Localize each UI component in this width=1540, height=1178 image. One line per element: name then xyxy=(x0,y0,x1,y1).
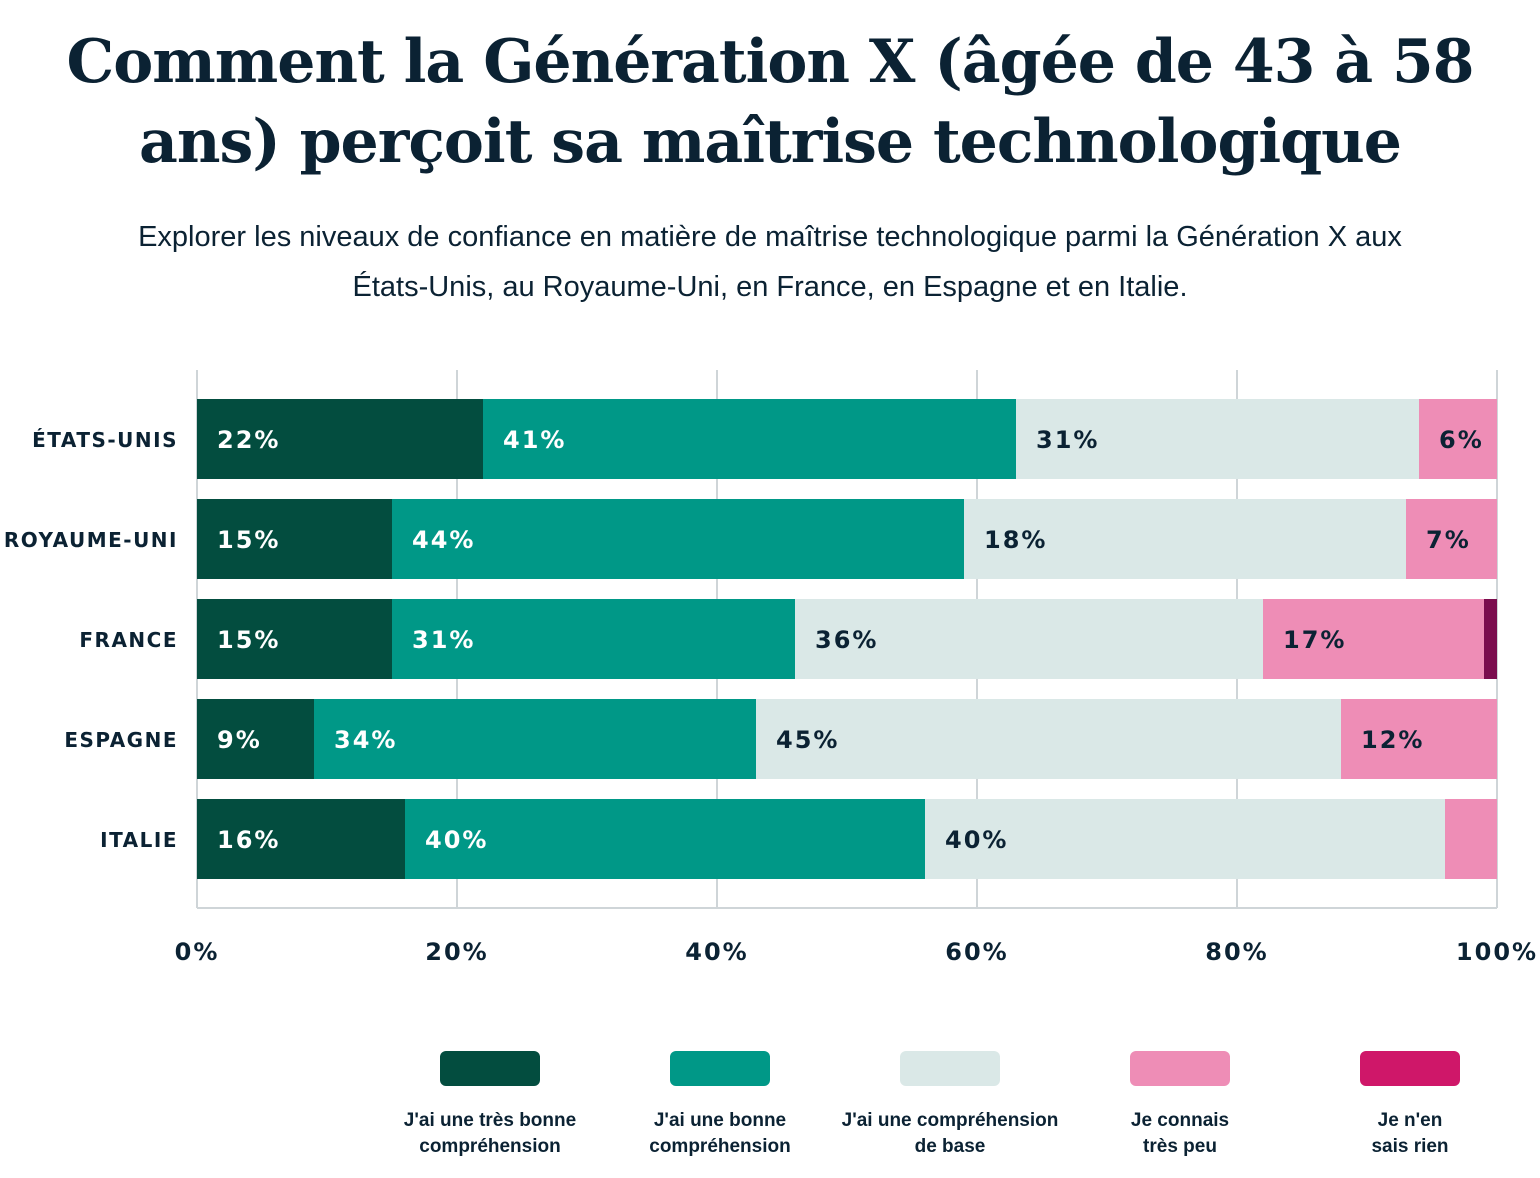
legend-swatch xyxy=(670,1051,770,1086)
x-tick-label: 0% xyxy=(175,938,220,966)
data-label: 41% xyxy=(503,426,566,454)
x-tick-label: 80% xyxy=(1205,938,1268,966)
bar-segment xyxy=(197,499,392,579)
bar-segment xyxy=(483,399,1016,479)
legend-label: compréhension xyxy=(649,1136,790,1157)
bar-segment xyxy=(756,699,1341,779)
bar-segment xyxy=(1341,699,1497,779)
bar-segment xyxy=(1263,599,1484,679)
bar-segment xyxy=(925,799,1445,879)
legend-label: J'ai une compréhension xyxy=(842,1110,1059,1131)
data-label: 9% xyxy=(217,726,262,754)
legend-label: J'ai une très bonne xyxy=(404,1110,576,1131)
data-label: 15% xyxy=(217,526,280,554)
bar-segment xyxy=(1445,799,1497,879)
category-label: FRANCE xyxy=(79,628,178,652)
data-label: 16% xyxy=(217,826,280,854)
data-label: 31% xyxy=(412,626,475,654)
legend-label: compréhension xyxy=(419,1136,560,1157)
legend-label: Je n'en xyxy=(1378,1110,1443,1131)
x-tick-label: 20% xyxy=(425,938,488,966)
bar-segment xyxy=(964,499,1406,579)
legend-swatch xyxy=(1360,1051,1460,1086)
legend-label: très peu xyxy=(1143,1136,1217,1157)
data-label: 44% xyxy=(412,526,475,554)
data-label: 36% xyxy=(815,626,878,654)
data-label: 6% xyxy=(1439,426,1484,454)
x-tick-label: 60% xyxy=(945,938,1008,966)
bar-segment xyxy=(197,399,483,479)
data-label: 45% xyxy=(776,726,839,754)
bar-segment xyxy=(795,599,1263,679)
data-label: 22% xyxy=(217,426,280,454)
data-label: 40% xyxy=(425,826,488,854)
data-label: 17% xyxy=(1283,626,1346,654)
chart-subtitle: Explorer les niveaux de confiance en mat… xyxy=(138,221,1402,303)
legend-label: Je connais xyxy=(1131,1110,1229,1131)
bar-segment xyxy=(392,599,795,679)
legend-label: J'ai une bonne xyxy=(654,1110,786,1131)
legend-swatch xyxy=(1130,1051,1230,1086)
data-label: 31% xyxy=(1036,426,1099,454)
legend-swatch xyxy=(440,1051,540,1086)
x-tick-label: 40% xyxy=(685,938,748,966)
category-label: ITALIE xyxy=(100,828,178,852)
bar-segment xyxy=(1016,399,1419,479)
bar-segment xyxy=(197,699,314,779)
bar-segment xyxy=(1484,599,1497,679)
category-label: ROYAUME-UNI xyxy=(4,528,178,552)
legend-label: sais rien xyxy=(1371,1136,1448,1157)
category-label: ÉTATS-UNIS xyxy=(32,428,178,452)
x-tick-label: 100% xyxy=(1456,938,1538,966)
bar-segment xyxy=(1406,499,1497,579)
bar-segment xyxy=(405,799,925,879)
chart-title: Comment la Génération X (âgée de 43 à 58… xyxy=(66,27,1474,177)
bar-segment xyxy=(1419,399,1497,479)
legend-label: de base xyxy=(915,1136,986,1157)
data-label: 18% xyxy=(984,526,1047,554)
data-label: 12% xyxy=(1361,726,1424,754)
data-label: 40% xyxy=(945,826,1008,854)
bar-segment xyxy=(197,799,405,879)
data-label: 7% xyxy=(1426,526,1471,554)
data-label: 34% xyxy=(334,726,397,754)
data-label: 15% xyxy=(217,626,280,654)
bar-segment xyxy=(392,499,964,579)
bar-segment xyxy=(197,599,392,679)
legend-swatch xyxy=(900,1051,1000,1086)
bar-segment xyxy=(314,699,756,779)
category-label: ESPAGNE xyxy=(64,728,178,752)
